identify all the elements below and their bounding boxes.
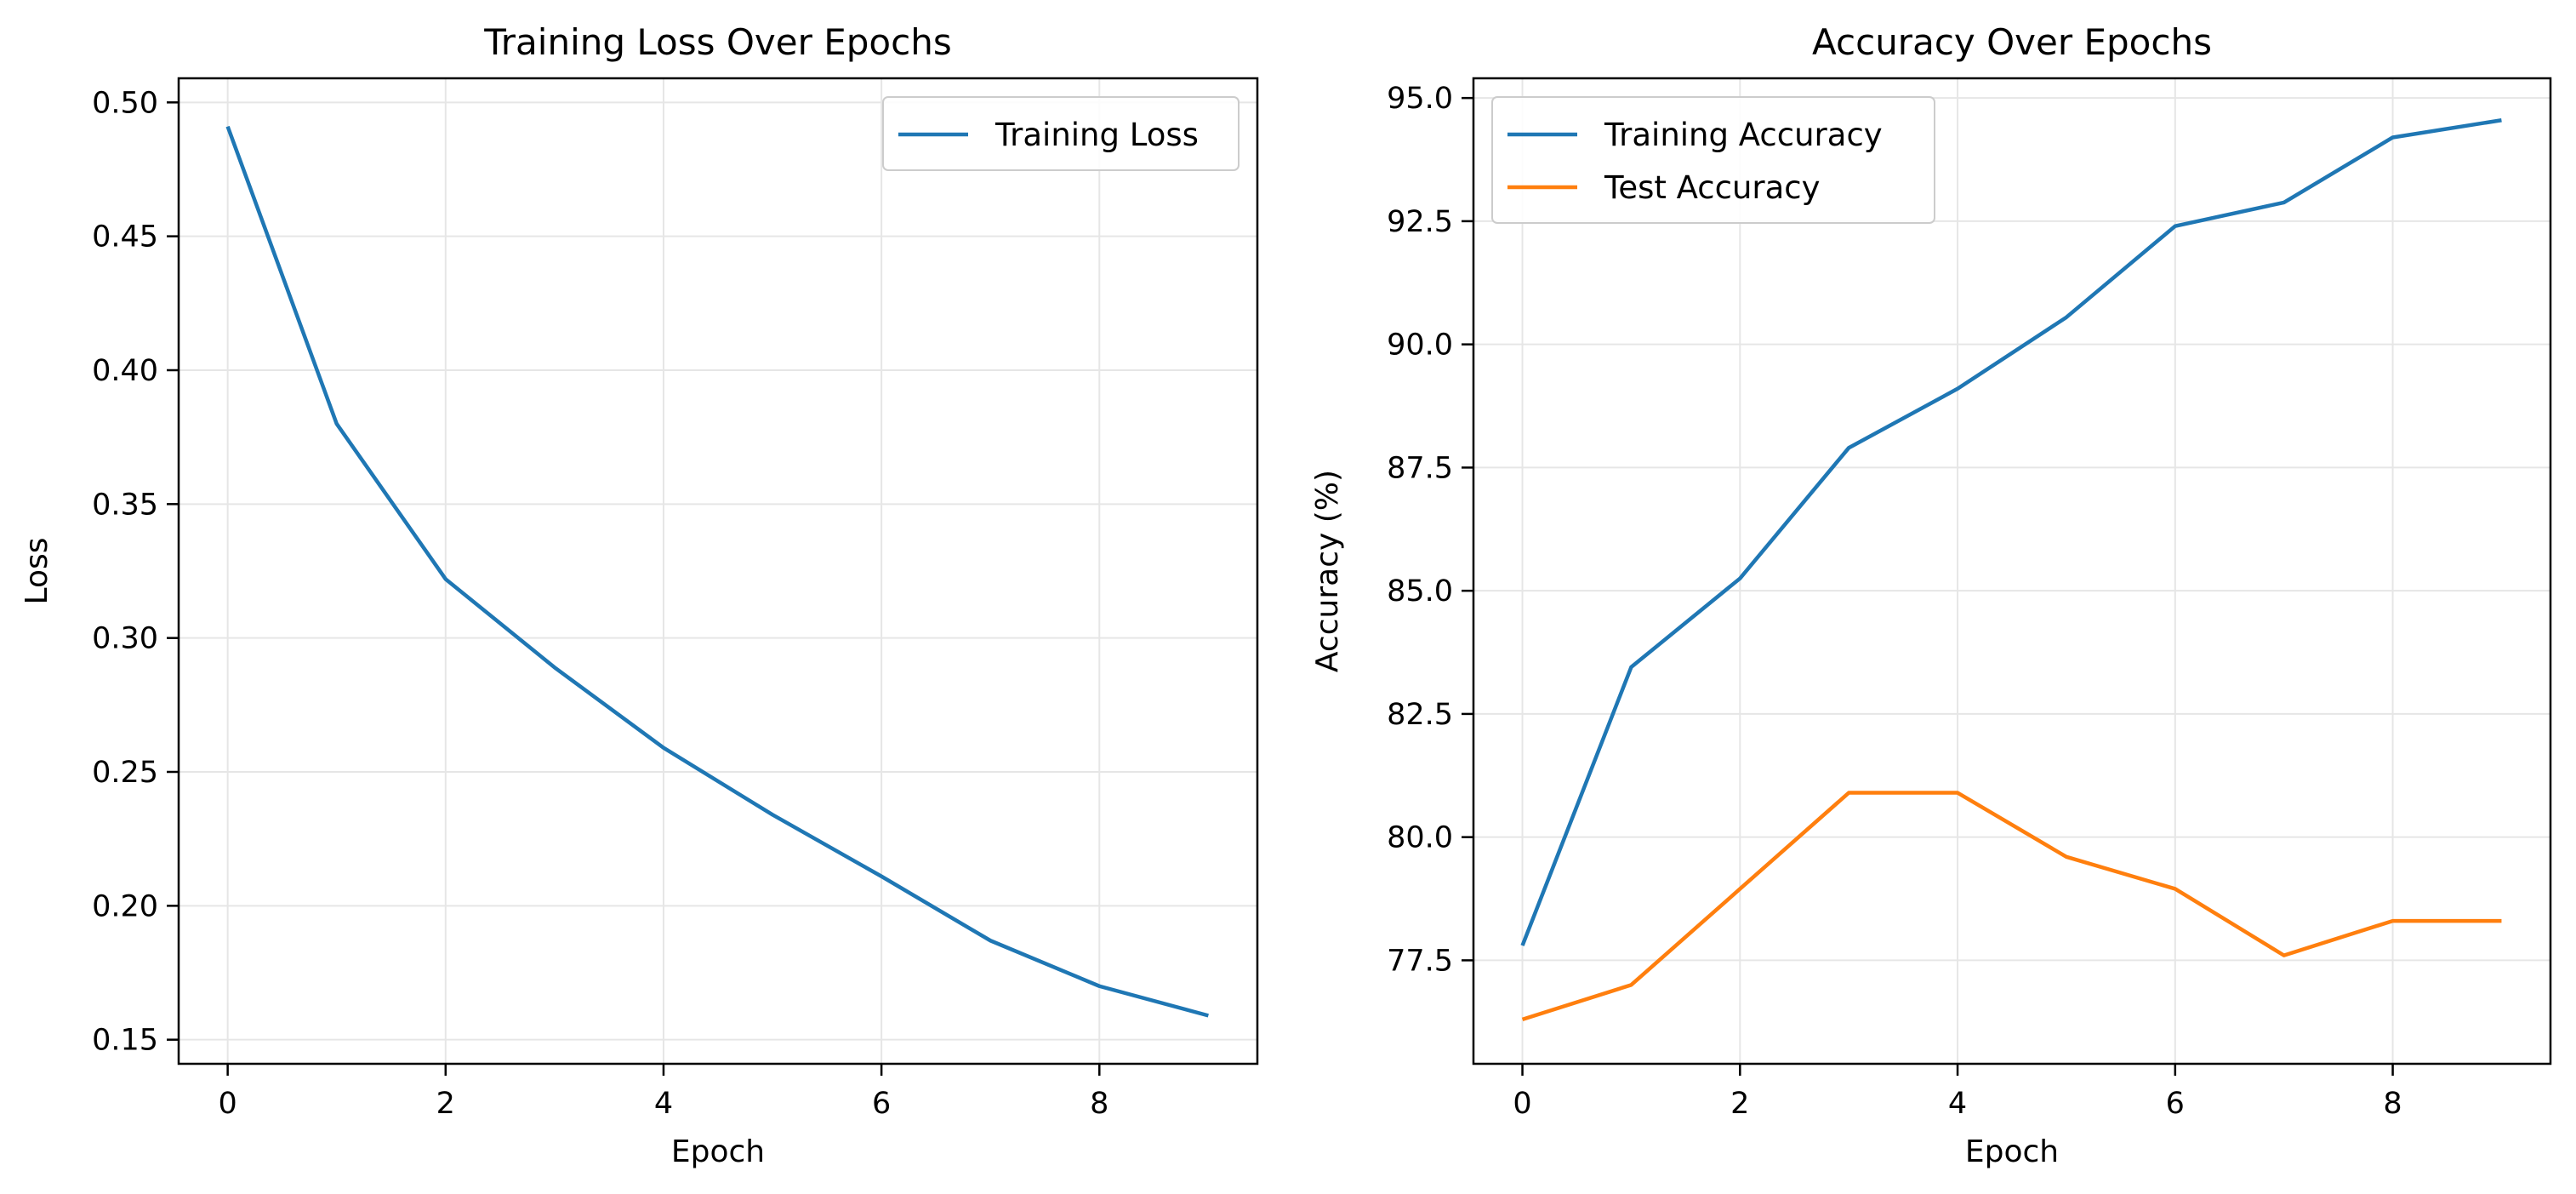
x-tick-label: 2 <box>1730 1087 1749 1121</box>
y-tick-label: 0.30 <box>92 622 158 656</box>
x-tick-label: 4 <box>654 1087 673 1121</box>
y-tick-label: 90.0 <box>1387 328 1453 363</box>
y-tick-label: 0.35 <box>92 488 158 522</box>
series-line-1 <box>225 125 1209 1018</box>
plot-area-frame <box>1472 77 2552 1065</box>
x-tick-label: 6 <box>2166 1087 2185 1121</box>
x-tick-label: 4 <box>1948 1087 1967 1121</box>
legend: Training Loss <box>882 96 1240 171</box>
x-axis-label: Epoch <box>1965 1134 2059 1169</box>
y-axis-label: Loss <box>20 538 54 605</box>
y-tick-label: 0.50 <box>92 86 158 120</box>
x-tick-label: 0 <box>218 1087 237 1121</box>
y-tick-label: 82.5 <box>1387 698 1453 732</box>
y-tick-label: 0.20 <box>92 889 158 923</box>
x-tick-label: 8 <box>1090 1087 1108 1121</box>
y-axis-label: Accuracy (%) <box>1310 470 1345 672</box>
y-tick-label: 92.5 <box>1387 205 1453 239</box>
y-tick-label: 80.0 <box>1387 821 1453 855</box>
y-tick-label: 85.0 <box>1387 574 1453 608</box>
legend: Training Accuracy Test Accuracy <box>1491 96 1935 224</box>
y-tick-label: 77.5 <box>1387 944 1453 978</box>
y-tick-label: 0.40 <box>92 354 158 388</box>
legend-label-1: Training Loss <box>994 117 1199 153</box>
x-tick-label: 2 <box>436 1087 455 1121</box>
y-tick-label: 87.5 <box>1387 451 1453 485</box>
plot-area-frame <box>177 77 1259 1065</box>
x-tick-label: 8 <box>2383 1087 2402 1121</box>
y-tick-label: 0.15 <box>92 1024 158 1058</box>
legend-label-1: Training Accuracy <box>1604 117 1883 153</box>
legend-label-2: Test Accuracy <box>1604 169 1821 206</box>
x-axis-label: Epoch <box>671 1134 765 1169</box>
series-line-1 <box>1520 117 2502 946</box>
legend-box <box>882 96 1240 171</box>
x-tick-label: 0 <box>1513 1087 1531 1121</box>
chart-title: Accuracy Over Epochs <box>1812 21 2212 63</box>
series-line-2 <box>1521 791 2502 1022</box>
chart-title: Training Loss Over Epochs <box>483 21 951 63</box>
y-tick-label: 0.45 <box>92 220 158 254</box>
chart-panel-2: 0 2 4 6 8 77.5 80.0 82.5 85.0 87.5 90.0 92.5 95.0 Acc… <box>1310 21 2552 1169</box>
y-tick-label: 95.0 <box>1387 82 1453 116</box>
x-tick-label: 6 <box>872 1087 891 1121</box>
chart-panel-1: 0 2 4 6 8 0.15 0.20 0.25 0.30 0.35 0.40 0.45 0.50 Tra… <box>20 21 1259 1169</box>
y-tick-label: 0.25 <box>92 756 158 790</box>
legend-box <box>1491 96 1935 224</box>
